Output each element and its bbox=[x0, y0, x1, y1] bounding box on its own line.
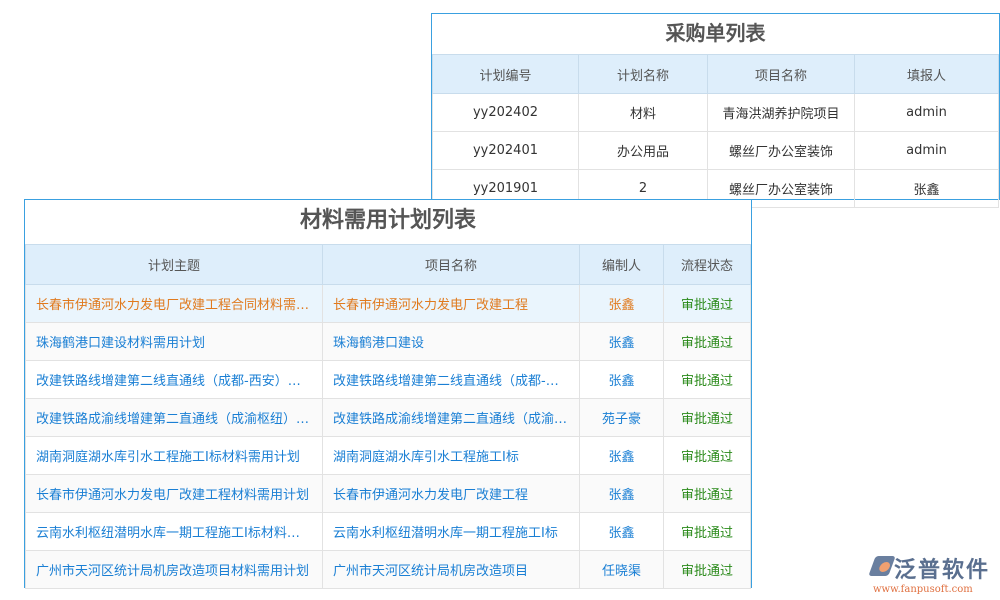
material-plan-list-panel: 材料需用计划列表 计划主题 项目名称 编制人 流程状态 长春市伊通河水力发电厂改建工程合… bbox=[24, 199, 752, 589]
logo-name: 泛普软件 bbox=[894, 558, 991, 583]
author-cell: 苑子豪 bbox=[579, 398, 664, 437]
logo-url: www.fanpusoft.com bbox=[873, 584, 973, 595]
column-header[interactable]: 填报人 bbox=[854, 54, 999, 94]
plan-topic-cell[interactable]: 珠海鹤港口建设材料需用计划 bbox=[25, 322, 323, 361]
author-cell: 张鑫 bbox=[579, 284, 664, 323]
purchase-order-list-panel: 采购单列表 计划编号 计划名称 项目名称 填报人 yy202402 材料 青海洪湖养护院项目… bbox=[431, 13, 1000, 208]
column-header[interactable]: 项目名称 bbox=[322, 244, 580, 285]
status-cell: 审批通过 bbox=[663, 550, 751, 589]
project-name-cell[interactable]: 改建铁路成渝线增建第二直通线（成渝枢纽） bbox=[322, 398, 580, 437]
plan-topic-cell[interactable]: 长春市伊通河水力发电厂改建工程合同材料需用计划 bbox=[25, 284, 323, 323]
table-row[interactable]: 改建铁路线增建第二线直通线（成都-西安）材料需用计划改建铁路线增建第二线直通线（… bbox=[25, 360, 751, 399]
column-header[interactable]: 项目名称 bbox=[707, 54, 855, 94]
project-name-cell: 青海洪湖养护院项目 bbox=[707, 93, 855, 132]
purchase-list-title: 采购单列表 bbox=[665, 21, 766, 45]
table-row[interactable]: 长春市伊通河水力发电厂改建工程材料需用计划 长春市伊通河水力发电厂改建工程 张鑫 审批… bbox=[25, 474, 751, 513]
table-row[interactable]: yy202401 办公用品 螺丝厂办公室装饰 admin bbox=[432, 131, 999, 170]
project-name-cell[interactable]: 长春市伊通河水力发电厂改建工程 bbox=[322, 474, 580, 513]
project-name-cell[interactable]: 改建铁路线增建第二线直通线（成都-西安） bbox=[322, 360, 580, 399]
status-cell: 审批通过 bbox=[663, 436, 751, 475]
project-name-cell[interactable]: 广州市天河区统计局机房改造项目 bbox=[322, 550, 580, 589]
project-name-cell[interactable]: 长春市伊通河水力发电厂改建工程 bbox=[322, 284, 580, 323]
column-header[interactable]: 流程状态 bbox=[663, 244, 751, 285]
project-name-cell[interactable]: 湖南洞庭湖水库引水工程施工I标 bbox=[322, 436, 580, 475]
plan-name-cell: 办公用品 bbox=[578, 131, 708, 170]
reporter-cell: admin bbox=[854, 131, 999, 170]
purchase-table: 计划编号 计划名称 项目名称 填报人 yy202402 材料 青海洪湖养护院项目 admin y… bbox=[432, 54, 999, 208]
table-row[interactable]: 改建铁路成渝线增建第二直通线（成渝枢纽）材料需用计划改建铁路成渝线增建第二直通线… bbox=[25, 398, 751, 437]
status-cell: 审批通过 bbox=[663, 398, 751, 437]
plan-topic-cell[interactable]: 改建铁路成渝线增建第二直通线（成渝枢纽）材料需用计划 bbox=[25, 398, 323, 437]
plan-number-cell: yy202402 bbox=[432, 93, 579, 132]
table-row[interactable]: 广州市天河区统计局机房改造项目材料需用计划 广州市天河区统计局机房改造项目 任晓渠审… bbox=[25, 550, 751, 589]
table-row[interactable]: 长春市伊通河水力发电厂改建工程合同材料需用计划 长春市伊通河水力发电厂改建工程 张鑫… bbox=[25, 284, 751, 323]
column-header[interactable]: 计划编号 bbox=[432, 54, 579, 94]
project-name-cell: 螺丝厂办公室装饰 bbox=[707, 131, 855, 170]
status-cell: 审批通过 bbox=[663, 474, 751, 513]
status-cell: 审批通过 bbox=[663, 322, 751, 361]
status-cell: 审批通过 bbox=[663, 284, 751, 323]
author-cell: 张鑫 bbox=[579, 474, 664, 513]
column-header[interactable]: 编制人 bbox=[579, 244, 664, 285]
reporter-cell: admin bbox=[854, 93, 999, 132]
plan-topic-cell[interactable]: 改建铁路线增建第二线直通线（成都-西安）材料需用计划 bbox=[25, 360, 323, 399]
plan-topic-cell[interactable]: 广州市天河区统计局机房改造项目材料需用计划 bbox=[25, 550, 323, 589]
status-cell: 审批通过 bbox=[663, 360, 751, 399]
plan-topic-cell[interactable]: 长春市伊通河水力发电厂改建工程材料需用计划 bbox=[25, 474, 323, 513]
plan-topic-cell[interactable]: 云南水利枢纽潜明水库一期工程施工I标材料需用计划 bbox=[25, 512, 323, 551]
fanpusoft-logo: 泛普软件 www.fanpusoft.com bbox=[868, 552, 990, 595]
column-header[interactable]: 计划主题 bbox=[25, 244, 323, 285]
author-cell: 张鑫 bbox=[579, 322, 664, 361]
project-name-cell[interactable]: 珠海鹤港口建设 bbox=[322, 322, 580, 361]
author-cell: 张鑫 bbox=[579, 436, 664, 475]
author-cell: 张鑫 bbox=[579, 512, 664, 551]
author-cell: 张鑫 bbox=[579, 360, 664, 399]
table-row[interactable]: 珠海鹤港口建设材料需用计划 珠海鹤港口建设 张鑫 审批通过 bbox=[25, 322, 751, 361]
plan-table: 计划主题 项目名称 编制人 流程状态 长春市伊通河水力发电厂改建工程合同材料需用计划 长春… bbox=[25, 244, 751, 589]
plan-topic-cell[interactable]: 湖南洞庭湖水库引水工程施工I标材料需用计划 bbox=[25, 436, 323, 475]
status-cell: 审批通过 bbox=[663, 512, 751, 551]
project-name-cell[interactable]: 云南水利枢纽潜明水库一期工程施工I标 bbox=[322, 512, 580, 551]
column-header[interactable]: 计划名称 bbox=[578, 54, 708, 94]
reporter-cell: 张鑫 bbox=[854, 169, 999, 208]
plan-number-cell: yy202401 bbox=[432, 131, 579, 170]
author-cell: 任晓渠 bbox=[579, 550, 664, 589]
table-row[interactable]: 云南水利枢纽潜明水库一期工程施工I标材料需用计划 云南水利枢纽潜明水库一期工程施工… bbox=[25, 512, 751, 551]
table-row[interactable]: 湖南洞庭湖水库引水工程施工I标材料需用计划 湖南洞庭湖水库引水工程施工I标 张鑫 审批… bbox=[25, 436, 751, 475]
plan-list-title: 材料需用计划列表 bbox=[299, 208, 476, 233]
plan-name-cell: 材料 bbox=[578, 93, 708, 132]
table-row[interactable]: yy202402 材料 青海洪湖养护院项目 admin bbox=[432, 93, 999, 132]
